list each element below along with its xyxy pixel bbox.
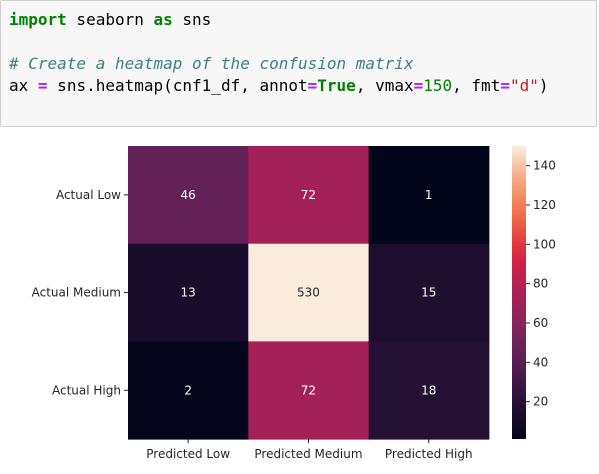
heatmap-cell	[128, 146, 249, 245]
code-line-1: import seaborn as sns	[9, 9, 211, 31]
column-label: Predicted Low	[146, 447, 230, 461]
colorbar-tick-label: 100	[533, 237, 556, 251]
heatmap-cell	[248, 243, 370, 342]
cell-annotation: 530	[297, 286, 320, 300]
code-comment: # Create a heatmap of the confusion matr…	[9, 54, 414, 73]
colorbar	[512, 146, 526, 439]
row-labels: Actual Low Actual Medium Actual High	[32, 188, 128, 397]
vmax-arg: , vmax	[355, 76, 414, 95]
colorbar-tick-label: 140	[533, 159, 556, 173]
heatmap-cell	[128, 243, 249, 342]
code-cell[interactable]: import seaborn as sns # Create a heatmap…	[0, 0, 597, 127]
cell-annotation: 2	[184, 383, 192, 397]
cell-output: 46 72 1 13 530 15 2 72 18 Actual Low Actual Mediu…	[0, 127, 599, 474]
code-line-3: ax = sns.heatmap(cnf1_df, annot=True, vm…	[9, 75, 549, 97]
column-label: Predicted High	[385, 447, 473, 461]
cell-annotation: 15	[421, 286, 436, 300]
code-line-2: # Create a heatmap of the confusion matr…	[9, 53, 414, 75]
keyword-as: as	[153, 10, 173, 29]
heatmap-annotations: 46 72 1 13 530 15 2 72 18	[181, 188, 437, 397]
module-alias: sns	[172, 10, 212, 29]
colorbar-ticks: 20 40 60 80 100 120 140	[526, 159, 556, 409]
fmt-operator: =	[500, 76, 510, 95]
colorbar-tick-label: 40	[533, 355, 548, 369]
cell-annotation: 72	[301, 188, 316, 202]
cell-annotation: 1	[425, 188, 433, 202]
heatmap-cell	[248, 146, 370, 245]
colorbar-tick-label: 20	[533, 395, 548, 409]
row-label: Actual High	[52, 383, 121, 397]
cell-annotation: 46	[181, 188, 196, 202]
cell-annotation: 13	[181, 286, 196, 300]
heatmap-cell	[128, 341, 249, 440]
heatmap-cells	[128, 146, 490, 440]
fmt-value: "d"	[509, 76, 539, 95]
true-keyword: True	[317, 76, 356, 95]
colorbar-tick-label: 120	[533, 198, 556, 212]
assign-target: ax	[9, 76, 38, 95]
keyword-import: import	[9, 10, 67, 29]
row-label: Actual Medium	[32, 286, 121, 300]
heatmap-cell	[248, 341, 370, 440]
colorbar-tick-label: 60	[533, 316, 548, 330]
fmt-arg: , fmt	[452, 76, 501, 95]
column-label: Predicted Medium	[254, 447, 362, 461]
confusion-matrix-heatmap: 46 72 1 13 530 15 2 72 18 Actual Low Actual Mediu…	[32, 146, 556, 461]
cell-annotation: 18	[421, 383, 436, 397]
annot-operator: =	[307, 76, 318, 95]
module-name: seaborn	[66, 10, 154, 29]
heatmap-call: sns.heatmap(cnf1_df, annot	[47, 76, 308, 95]
cell-annotation: 72	[301, 383, 316, 397]
heatmap-cell	[368, 243, 490, 342]
call-close: )	[538, 76, 549, 95]
row-label: Actual Low	[56, 188, 121, 202]
heatmap-cell	[368, 146, 490, 245]
vmax-operator: =	[413, 76, 424, 95]
heatmap-cell	[368, 341, 490, 440]
vmax-value: 150	[423, 76, 453, 95]
column-labels: Predicted Low Predicted Medium Predicted H…	[146, 439, 473, 461]
assign-operator: =	[37, 76, 48, 95]
colorbar-tick-label: 80	[533, 277, 548, 291]
